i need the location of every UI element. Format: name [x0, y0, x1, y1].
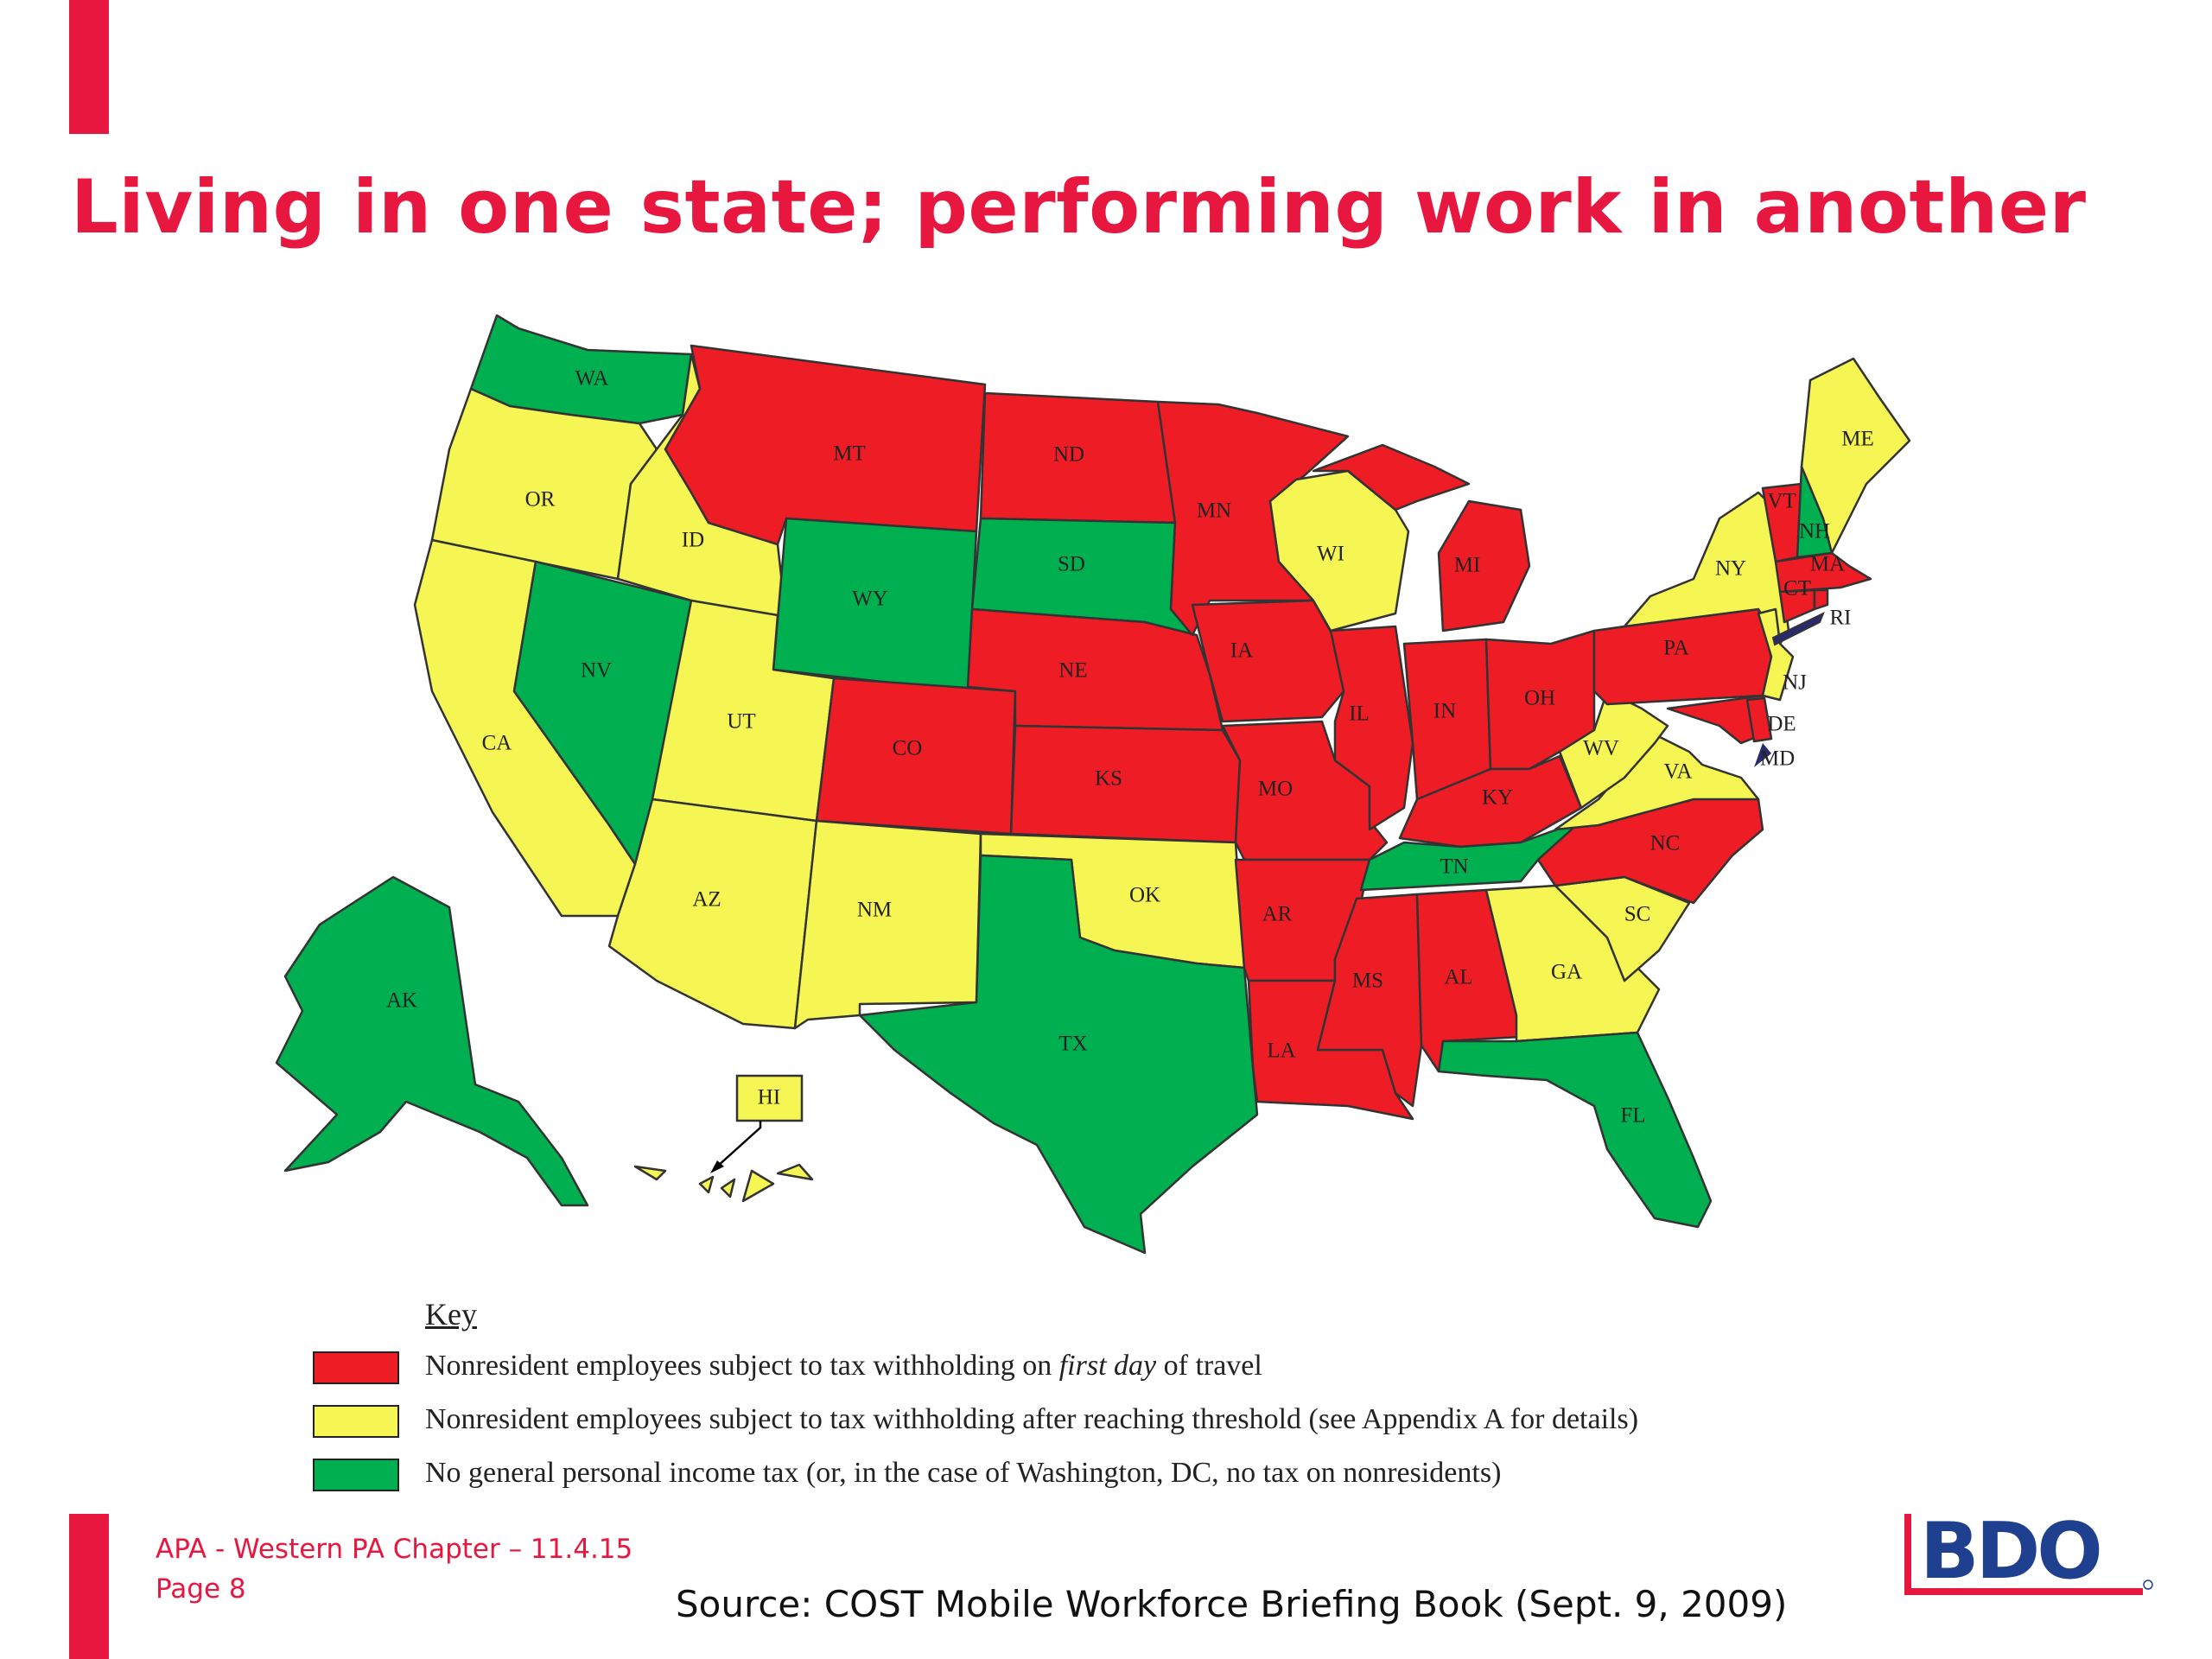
state-ri — [1813, 588, 1829, 611]
state-label-ar: AR — [1262, 903, 1293, 926]
top-accent-bar — [69, 0, 109, 134]
state-label-ok: OK — [1129, 884, 1160, 907]
bottom-accent-bar — [69, 1514, 109, 1659]
state-hi — [633, 1163, 814, 1203]
key-text-first-day-before: Nonresident employees subject to tax wit… — [425, 1350, 1059, 1382]
state-label-wy: WY — [852, 588, 888, 611]
state-label-la: LA — [1267, 1039, 1295, 1063]
state-label-ks: KS — [1095, 767, 1122, 791]
state-label-mt: MT — [833, 442, 866, 466]
state-label-al: AL — [1444, 966, 1472, 989]
key-text-first-day: Nonresident employees subject to tax wit… — [425, 1350, 1262, 1382]
state-label-sc: SC — [1624, 903, 1651, 926]
state-label-md: MD — [1760, 747, 1795, 771]
state-labels: WA OR CA NV ID MT WY UT AZ CO NM ND SD N… — [386, 367, 1874, 1128]
state-nj — [1757, 607, 1795, 702]
state-de — [1745, 696, 1773, 743]
state-tx — [858, 854, 1259, 1255]
footer-chapter-info: APA - Western PA Chapter – 11.4.15 Page … — [156, 1529, 632, 1609]
us-state-withholding-map: WA OR CA NV ID MT WY UT AZ CO NM ND SD N… — [275, 314, 1911, 1255]
dc-dot — [1754, 743, 1771, 767]
state-label-ne: NE — [1058, 659, 1087, 683]
state-label-ma: MA — [1810, 553, 1845, 576]
hawaii-pointer-line — [716, 1121, 762, 1167]
footer-line-event: APA - Western PA Chapter – 11.4.15 — [156, 1534, 633, 1565]
state-label-ut: UT — [727, 710, 755, 734]
state-label-pa: PA — [1663, 637, 1689, 660]
state-il — [1329, 625, 1414, 831]
bdo-logo-left-rule — [1904, 1514, 1911, 1595]
state-label-ga: GA — [1551, 961, 1582, 984]
state-mi — [1312, 443, 1531, 632]
state-label-wi: WI — [1317, 543, 1344, 566]
state-label-ms: MS — [1352, 969, 1383, 993]
state-label-co: CO — [893, 737, 923, 760]
state-label-ct: CT — [1783, 577, 1811, 601]
state-label-il: IL — [1349, 702, 1370, 726]
state-label-sd: SD — [1058, 553, 1085, 576]
hawaii-callout — [710, 1074, 804, 1173]
state-label-or: OR — [525, 488, 556, 512]
footer-line-page: Page 8 — [156, 1573, 246, 1605]
state-label-hi: HI — [758, 1086, 780, 1109]
state-label-in: IN — [1433, 700, 1456, 723]
state-me — [1800, 357, 1911, 555]
slide-title: Living in one state; performing work in … — [71, 164, 2087, 251]
state-label-ia: IA — [1230, 639, 1253, 663]
state-label-nj: NJ — [1783, 671, 1807, 695]
state-label-ak: AK — [386, 989, 417, 1013]
key-text-first-day-emphasis: first day — [1058, 1350, 1157, 1382]
state-label-vt: VT — [1767, 490, 1796, 513]
state-wv — [1558, 690, 1669, 810]
state-label-ny: NY — [1715, 557, 1746, 581]
state-label-oh: OH — [1524, 687, 1555, 710]
state-label-nd: ND — [1053, 443, 1084, 467]
key-swatch-threshold — [313, 1405, 399, 1438]
key-swatch-no-tax — [313, 1459, 399, 1491]
state-nm — [793, 819, 982, 1030]
source-citation: Source: COST Mobile Workforce Briefing B… — [676, 1583, 1788, 1625]
state-wi — [1268, 469, 1410, 632]
state-label-nv: NV — [581, 659, 612, 683]
key-text-no-tax: No general personal income tax (or, in t… — [425, 1457, 1502, 1489]
key-swatch-first-day — [313, 1351, 399, 1384]
state-label-nc: NC — [1650, 832, 1681, 855]
state-label-nh: NH — [1799, 520, 1830, 543]
state-mo — [1221, 720, 1389, 861]
state-label-de: DE — [1767, 713, 1796, 736]
state-label-tn: TN — [1440, 855, 1468, 879]
state-shapes — [275, 314, 1911, 1255]
registered-mark-icon — [2143, 1580, 2153, 1590]
hawaii-label-box — [735, 1074, 804, 1122]
key-text-first-day-after: of travel — [1156, 1350, 1262, 1382]
state-ks — [1009, 724, 1242, 844]
state-md — [1666, 694, 1764, 745]
state-label-mo: MO — [1258, 778, 1293, 801]
state-label-tx: TX — [1058, 1033, 1087, 1056]
dc-marker — [1754, 611, 1825, 767]
state-label-id: ID — [682, 529, 704, 552]
state-label-ky: KY — [1482, 786, 1513, 810]
hawaii-pointer-arrowhead — [710, 1160, 724, 1173]
state-mt — [664, 344, 987, 546]
state-label-wv: WV — [1583, 737, 1619, 760]
state-label-me: ME — [1841, 428, 1874, 451]
state-ak — [275, 875, 589, 1207]
bdo-logo-text: BDO — [1920, 1506, 2100, 1597]
state-label-fl: FL — [1620, 1104, 1645, 1128]
state-label-nm: NM — [857, 899, 892, 922]
dc-region — [1771, 611, 1825, 646]
state-label-ri: RI — [1830, 607, 1852, 630]
bdo-logo: BDO — [1904, 1506, 2153, 1597]
state-label-mn: MN — [1197, 499, 1231, 523]
state-fl — [1437, 1031, 1713, 1229]
state-label-ca: CA — [482, 732, 512, 755]
state-label-mi: MI — [1454, 554, 1481, 577]
state-label-az: AZ — [692, 888, 721, 912]
key-text-threshold: Nonresident employees subject to tax wit… — [425, 1403, 1639, 1435]
bdo-logo-underline — [1904, 1588, 2143, 1595]
state-label-va: VA — [1664, 760, 1693, 784]
key-title: Key — [425, 1297, 477, 1332]
state-label-wa: WA — [575, 367, 609, 391]
